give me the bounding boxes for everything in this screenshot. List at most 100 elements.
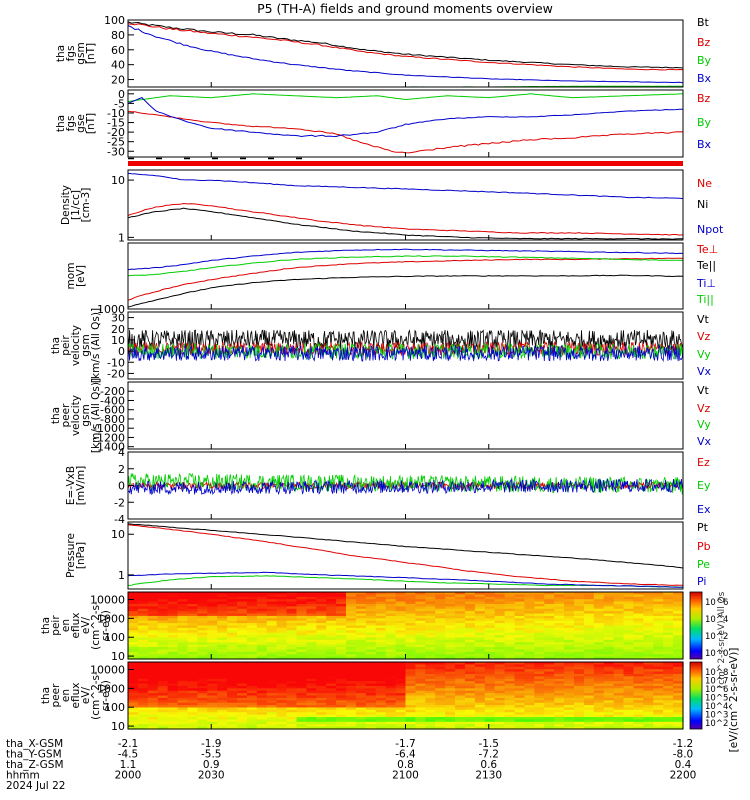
spectrogram-cell (514, 632, 526, 636)
spectrogram-cell (227, 709, 238, 713)
spectrogram-cell (266, 685, 278, 689)
spectrogram-cell (435, 647, 446, 651)
spectrogram-cell (365, 649, 377, 653)
spectrogram-cell (177, 714, 189, 718)
spectrogram-cell (464, 719, 476, 723)
spectrogram-cell (365, 664, 377, 668)
spectrogram-cell (603, 635, 615, 639)
spectrogram-cell (385, 651, 397, 655)
spectrogram-cell (504, 671, 516, 675)
spectrogram-cell (534, 601, 545, 605)
spectrogram-cell (623, 709, 635, 713)
spectrogram-cell (237, 654, 248, 658)
spectrogram-cell (673, 666, 684, 670)
spectrogram-cell (346, 635, 357, 639)
spectrogram-cell (227, 688, 238, 692)
spectrogram-cell (484, 611, 496, 615)
spectrogram-cell (534, 606, 545, 610)
spectrogram-cell (425, 654, 436, 658)
spectrogram-cell (484, 717, 496, 721)
spectrogram-cell (573, 630, 585, 634)
spectrogram-cell (157, 627, 169, 631)
spectrogram-cell (137, 623, 149, 627)
spectrogram-cell (425, 671, 436, 675)
spectrogram-cell (435, 611, 446, 615)
spectrogram-cell (633, 592, 644, 595)
spectrogram-cell (246, 681, 258, 685)
spectrogram-cell (613, 681, 625, 685)
spectrogram-cell (673, 632, 684, 636)
spectrogram-cell (296, 685, 307, 689)
spectrogram-cell (385, 599, 397, 603)
spectrogram-cell (455, 647, 466, 651)
spectrogram-cell (663, 702, 674, 706)
spectrogram-cell (445, 637, 456, 641)
spectrogram-cell (613, 693, 625, 697)
spectrogram-cell (663, 712, 674, 716)
spectrogram-cell (137, 632, 149, 636)
y-axis-label-line: [nPa] (75, 542, 87, 569)
figure-title: P5 (TH-A) fields and ground moments over… (257, 1, 553, 16)
spectrogram-cell (603, 592, 615, 595)
spectrogram-cell (524, 618, 535, 622)
spectrogram-cell (455, 611, 466, 615)
spectrogram-cell (286, 625, 298, 629)
y-axis-label-line: sr-eV) (100, 610, 112, 641)
spectrogram-cell (474, 669, 486, 673)
spectrogram-cell (484, 625, 496, 629)
spectrogram-cell (583, 717, 595, 721)
spectrogram-cell (137, 712, 149, 716)
spectrogram-cell (276, 724, 288, 728)
spectrogram-cell (494, 693, 506, 697)
spectrogram-cell (494, 678, 506, 682)
spectrogram-cell (633, 666, 644, 670)
spectrogram-cell (514, 620, 526, 624)
spectrogram-cell (147, 627, 159, 631)
spectrogram-cell (573, 664, 585, 668)
spectrogram-cell (573, 662, 585, 665)
spectrogram-cell (643, 651, 654, 655)
spectrogram-cell (524, 592, 535, 595)
series-line-ex (127, 478, 684, 496)
y-axis-label-line: gsm (75, 42, 87, 64)
spectrogram-cell (157, 719, 169, 723)
spectrogram-cell (217, 620, 228, 624)
spectrogram-cell (355, 651, 367, 655)
spectrogram-cell (346, 606, 357, 610)
spectrogram-cell (207, 596, 218, 600)
spectrogram-cell (167, 724, 179, 728)
spectrogram-cell (663, 611, 674, 615)
spectrogram-cell (207, 603, 218, 607)
spectrogram-cell (583, 683, 595, 687)
spectrogram-cell (346, 709, 357, 713)
spectrogram-cell (554, 592, 565, 595)
spectrogram-cell (128, 596, 139, 600)
spectrogram-cell (673, 630, 684, 634)
spectrogram-cell (137, 669, 149, 673)
spectrogram-cell (296, 695, 307, 699)
spectrogram-cell (316, 656, 327, 660)
spectrogram-cell (524, 681, 535, 685)
spectrogram-cell (157, 603, 169, 607)
spectrogram-cell (177, 639, 189, 643)
spectrogram-cell (217, 695, 228, 699)
spectrogram-cell (197, 664, 208, 668)
y-axis-label-line: eV/ (80, 616, 92, 634)
spectrogram-cell (306, 656, 317, 660)
spectrogram-cell (415, 678, 426, 682)
spectrogram-cell (643, 599, 654, 603)
spectrogram-cell (643, 601, 654, 605)
spectrogram-cell (346, 594, 357, 598)
spectrogram-cell (385, 676, 397, 680)
spectrogram-cell (455, 649, 466, 653)
spectrogram-cell (484, 642, 496, 646)
spectrogram-cell (673, 611, 684, 615)
spectrogram-cell (296, 639, 307, 643)
spectrogram-cell (484, 620, 496, 624)
spectrogram-cell (336, 651, 347, 655)
spectrogram-cell (296, 599, 307, 603)
spectrogram-cell (286, 608, 298, 612)
spectrogram-cell (544, 690, 555, 694)
spectrogram-cell (355, 647, 367, 651)
